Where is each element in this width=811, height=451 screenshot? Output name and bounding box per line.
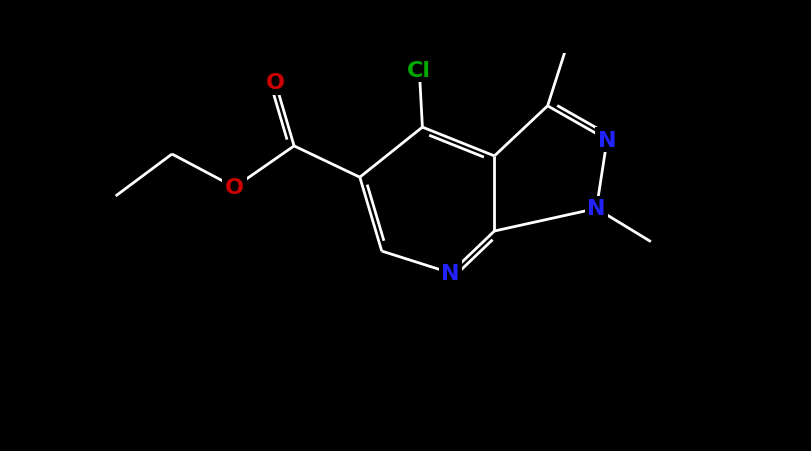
Text: O: O xyxy=(265,73,285,93)
Text: N: N xyxy=(586,199,605,219)
Text: N: N xyxy=(597,130,616,150)
Text: N: N xyxy=(441,263,459,283)
Text: O: O xyxy=(225,178,244,198)
Text: Cl: Cl xyxy=(407,60,431,80)
